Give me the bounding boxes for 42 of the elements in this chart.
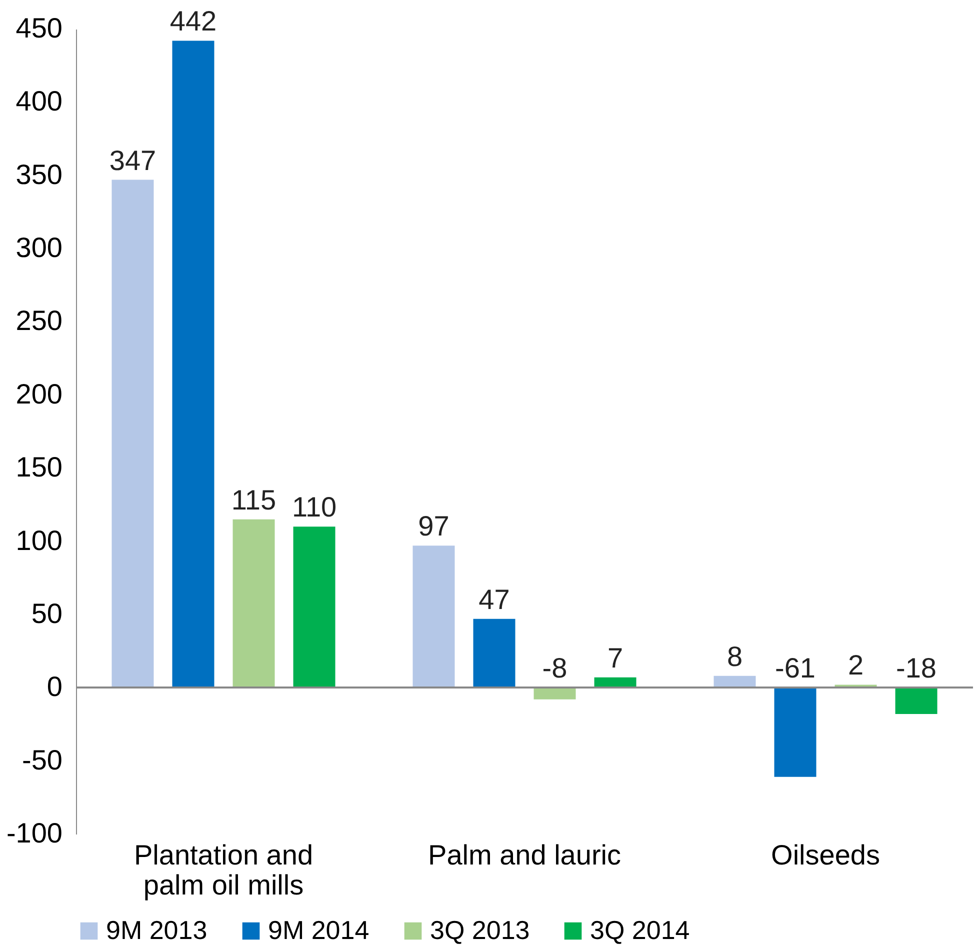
- data-label: -18: [896, 652, 937, 684]
- y-tick-label: 0: [46, 671, 62, 702]
- bar: [232, 519, 275, 688]
- bar: [774, 688, 816, 777]
- data-label: -8: [542, 652, 568, 684]
- bar: [895, 688, 938, 714]
- y-tick-label: 100: [16, 524, 62, 556]
- y-tick-label: 400: [16, 86, 62, 117]
- bar: [594, 677, 636, 688]
- y-tick-label: 250: [16, 305, 62, 336]
- x-tick-label: Oilseeds: [771, 840, 880, 870]
- data-label: 8: [726, 640, 743, 672]
- bar: [112, 180, 154, 688]
- legend-label: 3Q 2014: [590, 915, 690, 945]
- x-tick-label: Plantation and palm oil mills: [134, 840, 314, 900]
- legend-label: 9M 2013: [106, 915, 208, 945]
- data-label: 7: [607, 642, 624, 674]
- data-label: -61: [775, 652, 816, 684]
- data-label: 110: [292, 492, 337, 523]
- y-tick-label: 50: [31, 598, 62, 629]
- legend-label: 3Q 2013: [430, 915, 530, 945]
- y-tick-label: 150: [16, 452, 62, 483]
- y-tick-label: -100: [6, 818, 62, 848]
- bar: [714, 676, 756, 688]
- y-tick-label: 200: [16, 378, 62, 410]
- bar: [534, 688, 576, 700]
- legend-label: 9M 2014: [268, 915, 370, 945]
- data-label: 347: [109, 144, 156, 176]
- bar: [412, 546, 455, 688]
- bar: [172, 40, 214, 688]
- y-tick-label: -50: [22, 744, 62, 776]
- bar: [473, 618, 516, 688]
- data-label: 115: [231, 484, 276, 516]
- x-tick-label: Palm and lauric: [428, 840, 621, 870]
- data-label: 47: [478, 584, 510, 615]
- y-tick-label: 300: [16, 232, 62, 264]
- y-tick-label: 350: [16, 158, 62, 190]
- data-label: 2: [848, 650, 864, 681]
- data-label: 97: [418, 510, 450, 542]
- bar: [293, 526, 336, 688]
- data-label: 442: [170, 6, 217, 37]
- y-tick-label: 450: [16, 12, 62, 44]
